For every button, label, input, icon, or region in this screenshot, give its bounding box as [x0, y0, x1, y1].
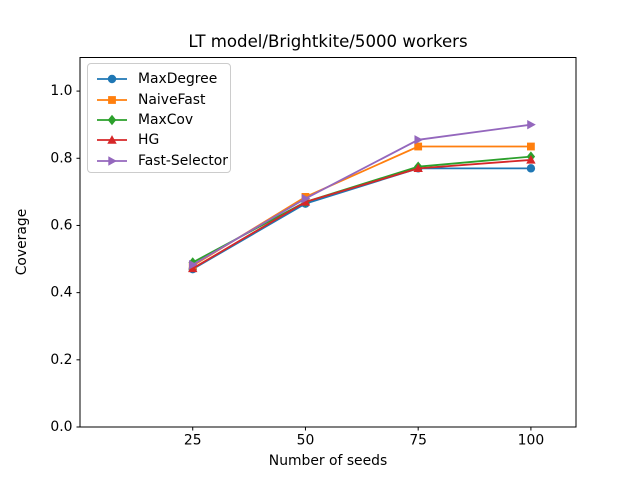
circle-marker-icon	[526, 164, 536, 173]
legend-item-maxcov: MaxCov	[96, 110, 230, 130]
triangle-right-marker-icon	[108, 156, 117, 166]
y-tick-label: 0.6	[50, 217, 72, 233]
square-marker-icon	[414, 142, 423, 151]
x-tick-label: 50	[297, 433, 315, 449]
legend-item-hg: HG	[96, 130, 230, 150]
y-axis-label: Coverage	[14, 208, 30, 276]
series-maxdegree	[188, 164, 536, 274]
series-line	[192, 159, 531, 270]
legend-label: MaxCov	[138, 111, 194, 128]
series-hg	[188, 155, 536, 273]
triangle-up-marker-icon	[107, 135, 117, 145]
legend-label: HG	[138, 132, 160, 149]
square-marker-icon	[527, 142, 535, 151]
triangle-right-marker-icon	[189, 260, 198, 270]
series-fast-selector	[189, 119, 536, 270]
triangle-right-marker-icon	[527, 119, 536, 130]
circle-marker-icon	[107, 74, 117, 84]
legend-item-naivefast: NaiveFast	[96, 89, 230, 109]
y-tick-label: 0.0	[50, 419, 72, 435]
diamond-marker-icon	[107, 114, 117, 126]
legend-label: MaxDegree	[138, 71, 218, 88]
y-tick-label: 0.4	[50, 285, 72, 301]
axes-spines	[79, 57, 577, 428]
square-marker-icon	[108, 95, 116, 104]
triangle-right-marker-icon	[97, 156, 127, 166]
y-tick-label: 1.0	[50, 83, 72, 99]
diamond-marker-icon	[97, 114, 127, 126]
circle-marker-icon	[97, 74, 127, 84]
square-marker-icon	[97, 95, 127, 104]
legend-label: NaiveFast	[138, 91, 206, 108]
triangle-up-marker-icon	[526, 155, 536, 164]
triangle-up-marker-icon	[97, 135, 127, 145]
triangle-right-marker-icon	[301, 193, 311, 204]
x-axis-label: Number of seeds	[268, 453, 388, 469]
y-tick-label: 0.2	[50, 352, 72, 368]
chart-title: LT model/Brightkite/5000 workers	[188, 32, 468, 51]
x-tick-label: 75	[409, 433, 427, 449]
x-tick-label: 100	[518, 433, 545, 449]
x-tick-label: 25	[184, 433, 202, 449]
triangle-up-marker-icon	[300, 197, 311, 206]
series-line	[192, 123, 532, 266]
y-tick-label: 0.8	[50, 150, 72, 166]
legend-item-maxdegree: MaxDegree	[96, 69, 230, 89]
triangle-up-marker-icon	[413, 163, 423, 173]
legend-label: Fast-Selector	[138, 152, 228, 169]
legend: MaxDegree NaiveFast MaxCov HG Fast-Selector	[87, 63, 231, 173]
triangle-up-marker-icon	[188, 263, 198, 273]
legend-item-fast-selector: Fast-Selector	[96, 151, 230, 171]
triangle-right-marker-icon	[414, 135, 424, 145]
